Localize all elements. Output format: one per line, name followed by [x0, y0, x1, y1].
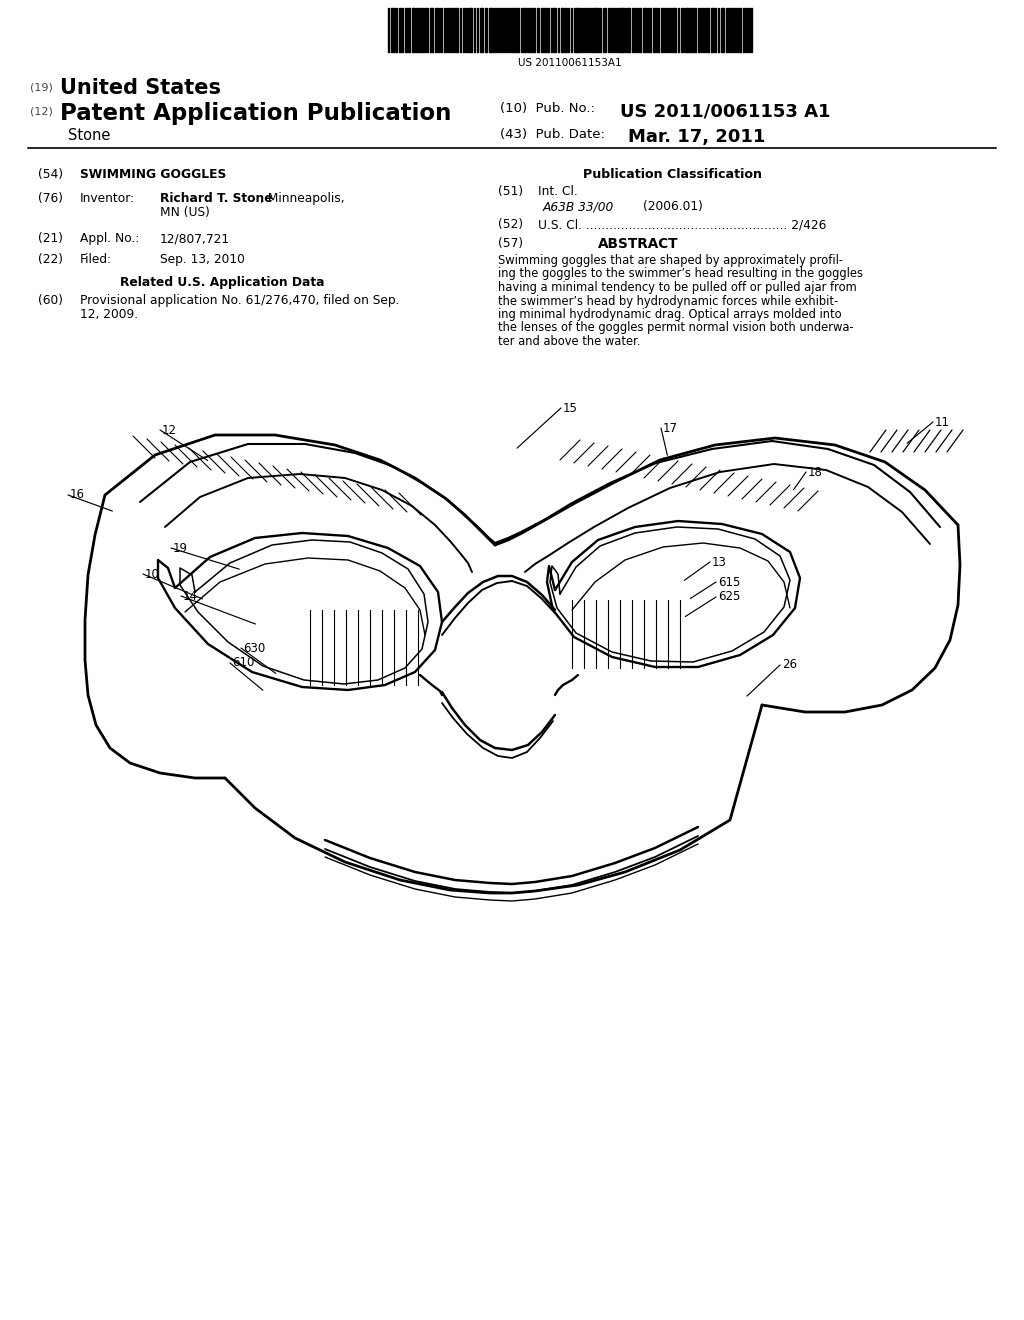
Text: 625: 625: [718, 590, 740, 603]
Text: , Minneapolis,: , Minneapolis,: [260, 191, 345, 205]
Text: 19: 19: [173, 541, 188, 554]
Text: ing the goggles to the swimmer’s head resulting in the goggles: ing the goggles to the swimmer’s head re…: [498, 268, 863, 281]
Text: 26: 26: [782, 659, 797, 672]
Text: Richard T. Stone: Richard T. Stone: [160, 191, 272, 205]
Text: Appl. No.:: Appl. No.:: [80, 232, 139, 246]
Text: US 2011/0061153 A1: US 2011/0061153 A1: [620, 102, 830, 120]
Text: ing minimal hydrodynamic drag. Optical arrays molded into: ing minimal hydrodynamic drag. Optical a…: [498, 308, 842, 321]
Text: 16: 16: [70, 488, 85, 502]
Text: U.S. Cl. .................................................... 2/426: U.S. Cl. ...............................…: [538, 218, 826, 231]
Text: United States: United States: [60, 78, 221, 98]
Text: Mar. 17, 2011: Mar. 17, 2011: [628, 128, 765, 147]
Text: 11: 11: [935, 416, 950, 429]
Text: Stone: Stone: [68, 128, 111, 143]
Text: 15: 15: [563, 401, 578, 414]
Text: Inventor:: Inventor:: [80, 191, 135, 205]
Text: (60): (60): [38, 294, 63, 308]
Text: (2006.01): (2006.01): [643, 201, 702, 213]
Text: (52): (52): [498, 218, 523, 231]
Text: 12, 2009.: 12, 2009.: [80, 308, 138, 321]
Text: Related U.S. Application Data: Related U.S. Application Data: [120, 276, 325, 289]
Text: (10)  Pub. No.:: (10) Pub. No.:: [500, 102, 595, 115]
Text: the swimmer’s head by hydrodynamic forces while exhibit-: the swimmer’s head by hydrodynamic force…: [498, 294, 838, 308]
Text: 18: 18: [808, 466, 823, 479]
Text: (12): (12): [30, 106, 53, 116]
Text: US 20110061153A1: US 20110061153A1: [518, 58, 622, 69]
Text: 630: 630: [243, 642, 265, 655]
Text: 14: 14: [183, 590, 198, 602]
Text: 615: 615: [718, 576, 740, 589]
Text: Filed:: Filed:: [80, 253, 112, 267]
Text: MN (US): MN (US): [160, 206, 210, 219]
Text: A63B 33/00: A63B 33/00: [543, 201, 614, 213]
Text: (21): (21): [38, 232, 63, 246]
Text: SWIMMING GOGGLES: SWIMMING GOGGLES: [80, 168, 226, 181]
Text: Swimming goggles that are shaped by approximately profil-: Swimming goggles that are shaped by appr…: [498, 253, 843, 267]
Text: Provisional application No. 61/276,470, filed on Sep.: Provisional application No. 61/276,470, …: [80, 294, 399, 308]
Text: (22): (22): [38, 253, 63, 267]
Text: the lenses of the goggles permit normal vision both underwa-: the lenses of the goggles permit normal …: [498, 322, 854, 334]
Text: ABSTRACT: ABSTRACT: [598, 238, 679, 251]
Text: (51): (51): [498, 185, 523, 198]
Text: (76): (76): [38, 191, 63, 205]
Text: Patent Application Publication: Patent Application Publication: [60, 102, 452, 125]
Text: Int. Cl.: Int. Cl.: [538, 185, 578, 198]
Text: 610: 610: [232, 656, 254, 669]
Text: 12: 12: [162, 424, 177, 437]
Text: Publication Classification: Publication Classification: [583, 168, 762, 181]
Text: 13: 13: [712, 556, 727, 569]
Text: 12/807,721: 12/807,721: [160, 232, 230, 246]
Text: having a minimal tendency to be pulled off or pulled ajar from: having a minimal tendency to be pulled o…: [498, 281, 857, 294]
Text: 17: 17: [663, 421, 678, 434]
Text: (54): (54): [38, 168, 63, 181]
Text: (19): (19): [30, 82, 53, 92]
Text: Sep. 13, 2010: Sep. 13, 2010: [160, 253, 245, 267]
Text: ter and above the water.: ter and above the water.: [498, 335, 640, 348]
Text: (57): (57): [498, 238, 523, 249]
Text: (43)  Pub. Date:: (43) Pub. Date:: [500, 128, 605, 141]
Text: 10: 10: [145, 568, 160, 581]
